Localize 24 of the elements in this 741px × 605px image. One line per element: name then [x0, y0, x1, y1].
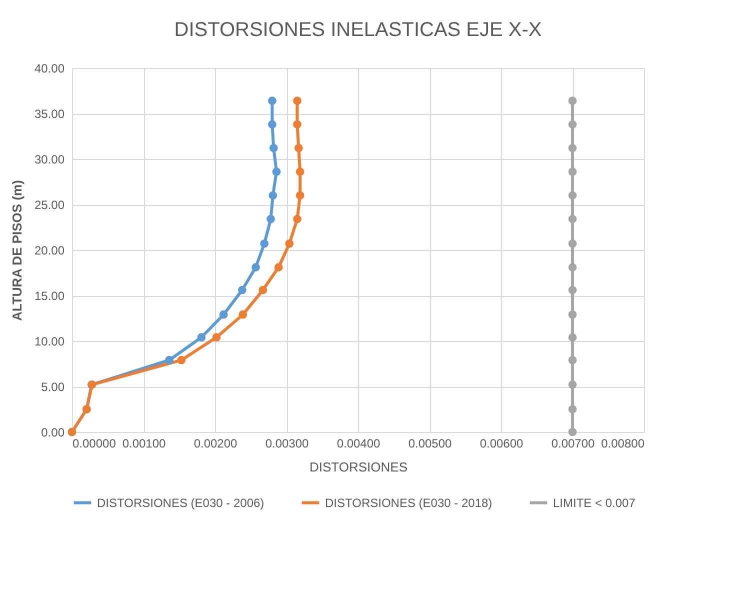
- x-tick-label: 0.00300: [265, 436, 310, 450]
- y-tick-label: 0.00: [41, 426, 65, 440]
- x-tick-label: 0.00200: [194, 436, 238, 450]
- y-tick-label: 20.00: [34, 244, 65, 258]
- y-tick-label: 5.00: [41, 380, 65, 394]
- x-tick-label: 0.00000: [72, 436, 116, 450]
- x-tick-label: 0.00600: [480, 436, 524, 450]
- legend-label: DISTORSIONES (E030 - 2006): [97, 496, 264, 510]
- y-tick-label: 25.00: [34, 198, 65, 212]
- legend-label: DISTORSIONES (E030 - 2018): [325, 496, 492, 510]
- y-tick-label: 35.00: [34, 107, 65, 121]
- chart-title: DISTORSIONES INELASTICAS EJE X-X: [174, 19, 542, 41]
- y-tick-label: 40.00: [34, 62, 65, 76]
- y-tick-label: 10.00: [34, 334, 65, 348]
- x-tick-label: 0.00800: [601, 436, 645, 450]
- x-tick-label: 0.00100: [122, 436, 166, 450]
- x-tick-label: 0.00700: [551, 436, 596, 450]
- x-tick-label: 0.00500: [408, 436, 452, 450]
- x-axis-title: DISTORSIONES: [309, 460, 408, 474]
- x-tick-label: 0.00400: [336, 436, 381, 450]
- y-tick-label: 30.00: [34, 152, 65, 166]
- y-axis-title: ALTURA DE PISOS (m): [9, 180, 24, 321]
- legend-label: LIMITE < 0.007: [553, 496, 636, 510]
- y-tick-label: 15.00: [34, 289, 65, 303]
